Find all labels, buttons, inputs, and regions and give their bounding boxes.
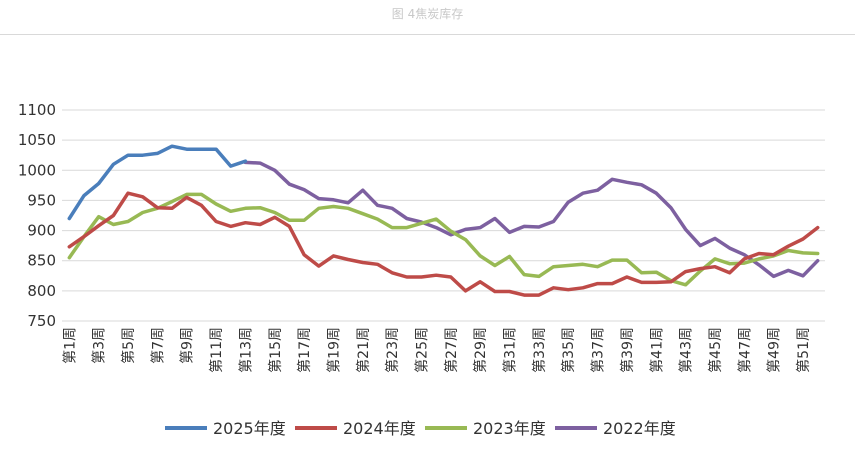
x-tick-label: 第33周 — [531, 327, 548, 373]
x-tick-label: 第43周 — [678, 327, 695, 373]
x-tick-label: 第19周 — [325, 327, 342, 373]
x-tick-label: 第31周 — [502, 327, 519, 373]
series-line-2022年度 — [243, 160, 820, 279]
y-tick-label: 1100 — [18, 101, 56, 119]
x-tick-label: 第45周 — [707, 327, 724, 373]
y-tick-label: 950 — [27, 191, 56, 209]
legend-label: 2022年度 — [603, 419, 676, 438]
y-tick-label: 1000 — [18, 161, 56, 179]
x-tick-label: 第17周 — [296, 327, 313, 373]
y-tick-label: 800 — [27, 282, 56, 300]
series-line-2025年度 — [67, 144, 248, 221]
x-tick-label: 第7周 — [149, 327, 166, 364]
y-tick-label: 850 — [27, 252, 56, 270]
x-tick-label: 第47周 — [736, 327, 753, 373]
x-tick-label: 第5周 — [120, 327, 137, 364]
x-tick-label: 第23周 — [384, 327, 401, 373]
legend: 2025年度 2024年度 2023年度 2022年度 — [165, 419, 676, 438]
legend-label: 2024年度 — [343, 419, 416, 438]
x-tick-label: 第13周 — [237, 327, 254, 373]
x-tick-label: 第49周 — [766, 327, 783, 373]
y-tick-label: 750 — [27, 312, 56, 330]
chart-caption: 图 4焦炭库存 — [391, 7, 464, 21]
x-tick-label: 第21周 — [355, 327, 372, 373]
series-lines — [67, 144, 820, 297]
x-tick-label: 第51周 — [795, 327, 812, 373]
x-tick-label: 第29周 — [472, 327, 489, 373]
series-line-2024年度 — [67, 191, 820, 297]
x-tick-label: 第9周 — [179, 327, 196, 364]
x-tick-label: 第41周 — [648, 327, 665, 373]
x-axis-ticks: 第1周 第3周 第5周 第7周 第9周 第11周 第13周 第15周 第17周 第19周 第21周第… — [61, 327, 812, 373]
x-tick-label: 第35周 — [560, 327, 577, 373]
x-tick-label: 第25周 — [413, 327, 430, 373]
y-tick-label: 1050 — [18, 131, 56, 149]
y-axis-ticks: 750 800 850 900 950 1000 1050 1100 — [18, 101, 56, 330]
y-tick-label: 900 — [27, 222, 56, 240]
x-tick-label: 第11周 — [208, 327, 225, 373]
chart-frame — [0, 34, 855, 459]
x-tick-label: 第27周 — [443, 327, 460, 373]
series-line-2023年度 — [67, 192, 820, 287]
legend-label: 2025年度 — [213, 419, 286, 438]
legend-label: 2023年度 — [473, 419, 546, 438]
x-tick-label: 第3周 — [91, 327, 108, 364]
x-tick-label: 第1周 — [61, 327, 78, 364]
x-tick-label: 第15周 — [267, 327, 284, 373]
gridlines — [62, 109, 825, 322]
x-tick-label: 第39周 — [619, 327, 636, 373]
x-tick-label: 第37周 — [590, 327, 607, 373]
